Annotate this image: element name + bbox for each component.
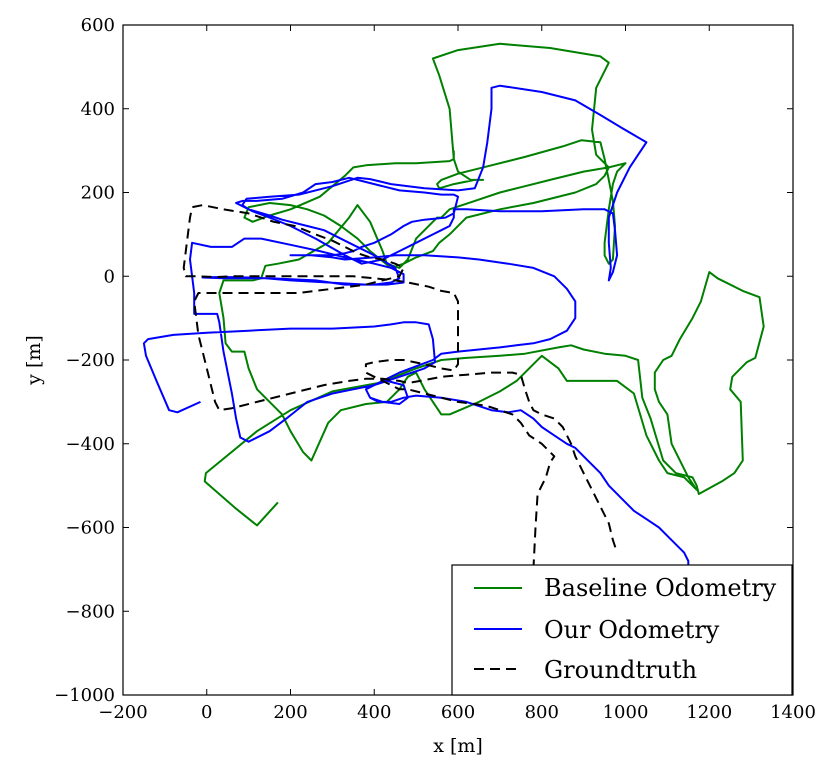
x-axis-label: x [m] (433, 735, 483, 757)
x-tick-label: 600 (441, 702, 475, 723)
y-tick-label: −600 (66, 518, 115, 539)
x-tick-label: 0 (201, 702, 212, 723)
x-tick-label: 1200 (686, 702, 732, 723)
y-tick-label: 200 (81, 183, 115, 204)
series-line-ours (142, 84, 690, 570)
x-tick-labels: −200 0 200 400 600 800 1000 1200 1400 (98, 702, 816, 723)
x-tick-label: 400 (357, 702, 391, 723)
legend-label-groundtruth: Groundtruth (544, 656, 697, 684)
x-tick-label: 1000 (603, 702, 649, 723)
x-tick-label: −200 (98, 702, 147, 723)
legend-label-baseline: Baseline Odometry (544, 574, 777, 602)
y-tick-label: 400 (81, 99, 115, 120)
series-line-groundtruth (182, 204, 619, 570)
y-axis-label: y [m] (23, 335, 45, 386)
legend: Baseline Odometry Our Odometry Groundtru… (451, 564, 793, 696)
y-tick-label: 600 (81, 15, 115, 36)
y-tick-label: −1000 (54, 685, 115, 706)
series-layer (142, 42, 765, 570)
y-tick-labels: −1000 −800 −600 −400 −200 0 200 400 600 (54, 15, 115, 706)
x-tick-label: 800 (525, 702, 559, 723)
y-tick-label: 0 (104, 266, 115, 287)
y-tick-label: −800 (66, 601, 115, 622)
x-tick-label: 200 (273, 702, 307, 723)
y-tick-label: −200 (66, 350, 115, 371)
legend-label-ours: Our Odometry (544, 616, 720, 644)
series-line-baseline (203, 42, 765, 527)
y-tick-label: −400 (66, 434, 115, 455)
x-tick-label: 1400 (770, 702, 816, 723)
